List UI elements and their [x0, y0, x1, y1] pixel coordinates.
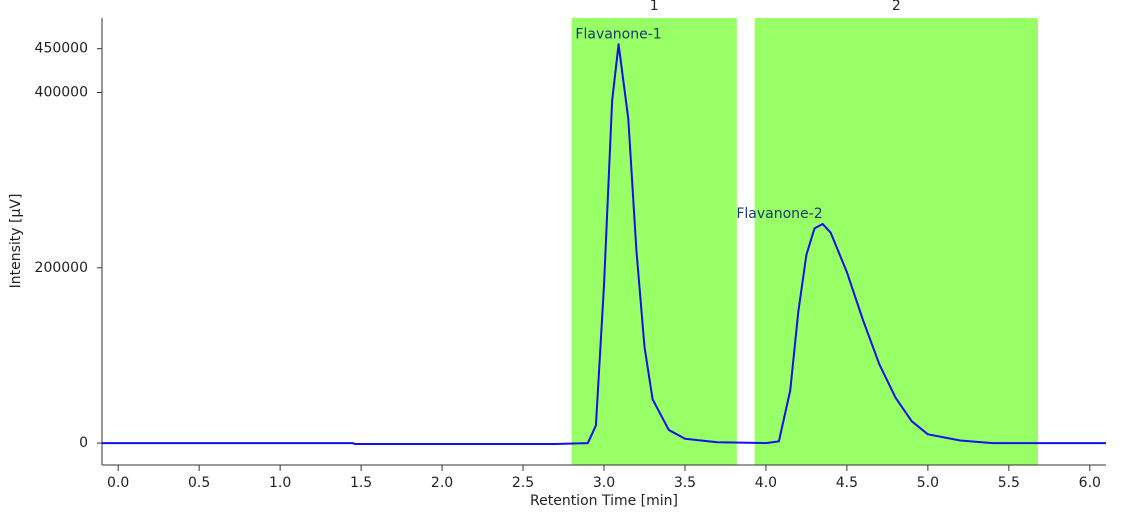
y-tick-label: 0 — [79, 435, 88, 451]
x-tick-label: 2.0 — [431, 475, 453, 491]
x-axis-label: Retention Time [min] — [530, 493, 678, 509]
x-tick-label: 3.5 — [674, 475, 696, 491]
y-axis-label: Intensity [µV] — [8, 194, 24, 289]
x-tick-label: 1.5 — [350, 475, 372, 491]
peak-annotation: Flavanone-2 — [736, 206, 822, 222]
region — [571, 18, 737, 465]
y-tick-label: 400000 — [35, 85, 88, 101]
x-tick-label: 1.0 — [269, 475, 291, 491]
x-tick-label: 4.5 — [836, 475, 858, 491]
region — [754, 18, 1038, 465]
trace-line — [102, 43, 1106, 445]
peak-annotation: Flavanone-1 — [575, 26, 661, 42]
x-tick-label: 0.0 — [107, 475, 129, 491]
y-tick-label: 200000 — [35, 260, 88, 276]
region-label: 1 — [650, 0, 659, 14]
x-tick-label: 6.0 — [1079, 475, 1101, 491]
x-tick-label: 5.0 — [917, 475, 939, 491]
x-tick-label: 4.0 — [755, 475, 777, 491]
y-tick-label: 450000 — [35, 41, 88, 57]
x-tick-label: 2.5 — [512, 475, 534, 491]
x-tick-label: 3.0 — [593, 475, 615, 491]
x-tick-label: 5.5 — [998, 475, 1020, 491]
region-label: 2 — [892, 0, 901, 14]
x-tick-label: 0.5 — [188, 475, 210, 491]
